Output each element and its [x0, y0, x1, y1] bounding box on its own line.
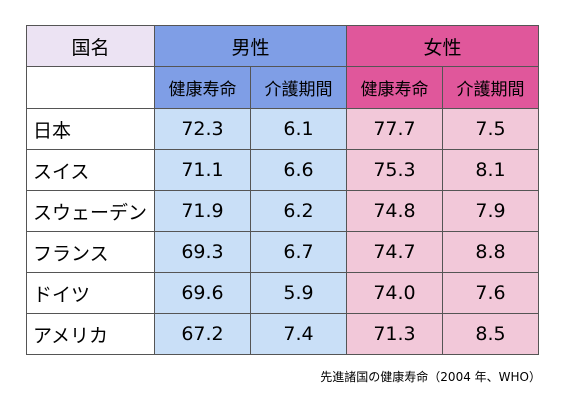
male-life-cell: 71.9 [154, 190, 251, 232]
female-care-cell: 8.5 [442, 313, 539, 355]
male-care-cell: 6.6 [250, 149, 347, 191]
male-life-cell: 72.3 [154, 108, 251, 150]
female-care-period-header: 介護期間 [442, 66, 539, 109]
female-care-cell: 7.9 [442, 190, 539, 232]
male-life-expectancy-header: 健康寿命 [154, 66, 251, 109]
country-cell: スイス [26, 149, 155, 191]
female-life-cell: 75.3 [346, 149, 443, 191]
table-row: スイス 71.1 6.6 75.3 8.1 [26, 149, 539, 191]
male-care-period-header: 介護期間 [250, 66, 347, 109]
male-life-cell: 71.1 [154, 149, 251, 191]
male-care-cell: 7.4 [250, 313, 347, 355]
country-cell: 日本 [26, 108, 155, 150]
female-care-cell: 8.1 [442, 149, 539, 191]
country-cell: アメリカ [26, 313, 155, 355]
country-cell: ドイツ [26, 272, 155, 314]
female-care-cell: 8.8 [442, 231, 539, 273]
female-life-cell: 71.3 [346, 313, 443, 355]
table-row: アメリカ 67.2 7.4 71.3 8.5 [26, 313, 539, 355]
male-care-cell: 6.7 [250, 231, 347, 273]
male-life-cell: 67.2 [154, 313, 251, 355]
blank-subheader-cell [26, 66, 155, 109]
female-life-cell: 74.0 [346, 272, 443, 314]
female-care-cell: 7.6 [442, 272, 539, 314]
female-life-cell: 77.7 [346, 108, 443, 150]
male-care-cell: 6.2 [250, 190, 347, 232]
male-care-cell: 5.9 [250, 272, 347, 314]
country-cell: スウェーデン [26, 190, 155, 232]
female-life-cell: 74.7 [346, 231, 443, 273]
male-header: 男性 [154, 25, 347, 67]
female-life-cell: 74.8 [346, 190, 443, 232]
male-care-cell: 6.1 [250, 108, 347, 150]
male-life-cell: 69.3 [154, 231, 251, 273]
table-row: 日本 72.3 6.1 77.7 7.5 [26, 108, 539, 150]
male-life-cell: 69.6 [154, 272, 251, 314]
female-care-cell: 7.5 [442, 108, 539, 150]
country-header: 国名 [26, 25, 155, 67]
table-row: スウェーデン 71.9 6.2 74.8 7.9 [26, 190, 539, 232]
female-life-expectancy-header: 健康寿命 [346, 66, 443, 109]
female-header: 女性 [346, 25, 539, 67]
table-row: フランス 69.3 6.7 74.7 8.8 [26, 231, 539, 273]
country-cell: フランス [26, 231, 155, 273]
life-expectancy-table: 国名 男性 女性 健康寿命 介護期間 健康寿命 介護期間 日本 72.3 6.1… [26, 25, 539, 355]
table-caption: 先進諸国の健康寿命（2004 年、WHO） [320, 370, 541, 384]
table-row: ドイツ 69.6 5.9 74.0 7.6 [26, 272, 539, 314]
